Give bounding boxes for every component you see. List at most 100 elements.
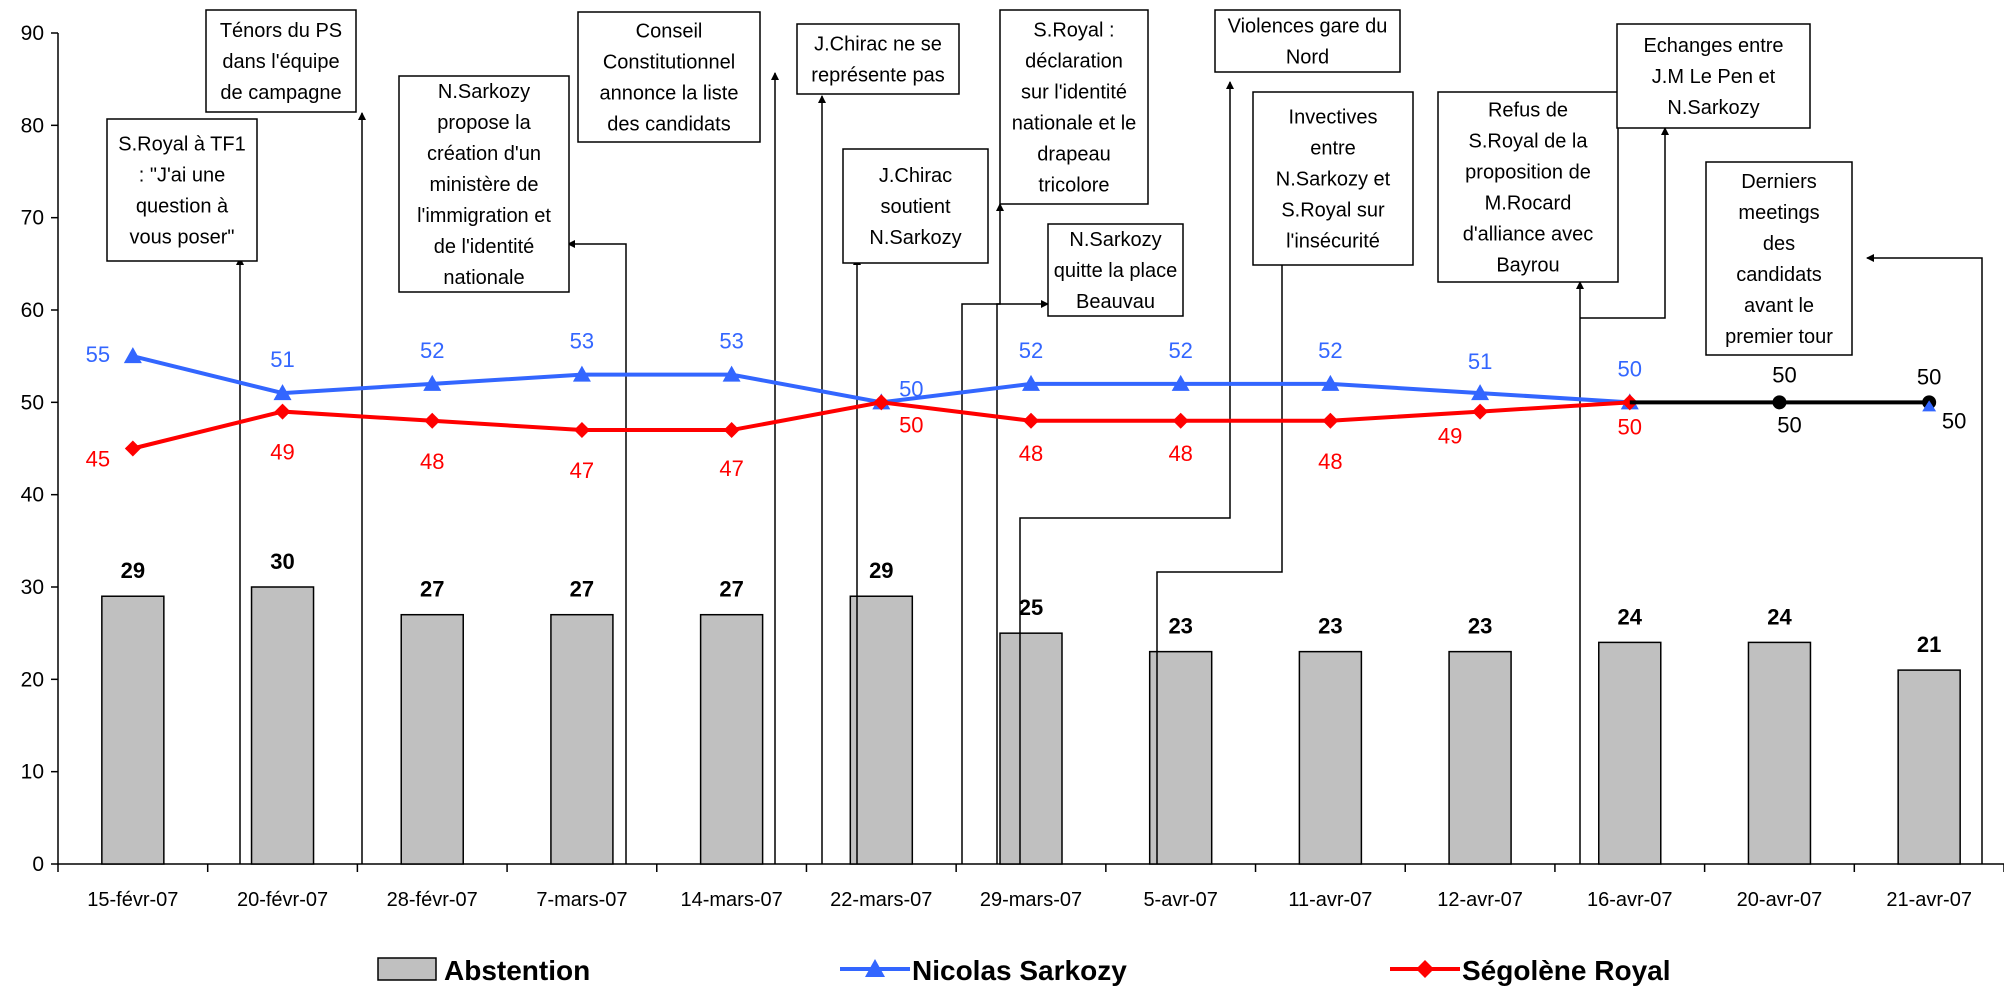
annotation-text: annonce la liste xyxy=(600,83,739,105)
annotation-text: premier tour xyxy=(1725,326,1833,348)
abstention-bar-label: 23 xyxy=(1468,614,1492,639)
annotation-text: l'immigration et xyxy=(417,205,551,227)
annotation-text: S.Royal : xyxy=(1033,20,1114,42)
annotation-arrow xyxy=(1580,127,1669,319)
royal-value-label: 48 xyxy=(1019,441,1043,466)
annotation-arrow xyxy=(996,300,1049,864)
annotation-text: : "J'ai une xyxy=(139,165,226,187)
annotation-text: candidats xyxy=(1736,264,1822,286)
annotation-text: proposition de xyxy=(1465,162,1591,184)
royal-value-label: 50 xyxy=(1618,414,1642,439)
x-tick-label: 20-févr-07 xyxy=(237,889,328,911)
legend-label: Ségolène Royal xyxy=(1462,955,1671,986)
sarkozy-value-label: 51 xyxy=(270,347,294,372)
sarkozy-point xyxy=(1471,384,1490,401)
y-tick-label: 90 xyxy=(21,22,44,45)
sarkozy-value-label: 50 xyxy=(899,376,923,401)
annotation-text: N.Sarkozy et xyxy=(1276,169,1391,191)
x-tick-label: 11-avr-07 xyxy=(1288,889,1372,911)
sarkozy-point xyxy=(722,365,741,382)
annotation-text: Bayrou xyxy=(1496,255,1559,277)
royal-value-label: 48 xyxy=(1318,449,1342,474)
legend-marker xyxy=(1416,960,1434,978)
sarkozy-value-label: 55 xyxy=(86,342,110,367)
sarkozy-value-label: 50 xyxy=(1917,364,1941,389)
annotation-text: création d'un xyxy=(427,143,541,165)
sarkozy-value-label: 53 xyxy=(719,329,743,354)
abstention-bar xyxy=(1897,669,1961,865)
abstention-bar-label: 24 xyxy=(1767,604,1792,629)
royal-point xyxy=(1322,412,1339,429)
sarkozy-point xyxy=(423,374,442,391)
annotation-text: quitte la place xyxy=(1054,260,1177,282)
y-tick-label: 20 xyxy=(21,668,44,691)
annotation-text: S.Royal à TF1 xyxy=(118,134,245,156)
annotation-text: nationale xyxy=(443,267,524,289)
annotation-text: Nord xyxy=(1286,47,1329,69)
annotation-text: Beauvau xyxy=(1076,291,1155,313)
royal-point xyxy=(723,422,740,439)
annotation-text: J.M Le Pen et xyxy=(1652,66,1776,88)
annotation-text: d'alliance avec xyxy=(1463,224,1594,246)
sarkozy-value-label: 53 xyxy=(570,329,594,354)
x-tick-label: 28-févr-07 xyxy=(387,889,478,911)
annotation-text: N.Sarkozy xyxy=(438,81,530,103)
abstention-bar xyxy=(1298,650,1363,865)
royal-value-label: 50 xyxy=(1777,412,1801,437)
annotation-arrow xyxy=(1019,81,1234,864)
annotation-text: Violences gare du xyxy=(1228,16,1388,38)
royal-point xyxy=(1472,403,1489,420)
sarkozy-value-label: 52 xyxy=(1168,338,1192,363)
x-tick-label: 29-mars-07 xyxy=(980,889,1082,911)
annotation-text: Ténors du PS xyxy=(220,20,342,42)
abstention-bar-label: 21 xyxy=(1917,632,1941,657)
annotation-text: représente pas xyxy=(811,65,944,87)
annotation-text: des xyxy=(1763,233,1795,255)
royal-point xyxy=(573,422,590,439)
annotation-arrow xyxy=(961,203,1004,864)
y-tick-label: 10 xyxy=(21,761,44,784)
y-tick-label: 30 xyxy=(21,576,44,599)
x-tick-label: 7-mars-07 xyxy=(536,889,627,911)
annotation-text: propose la xyxy=(437,112,531,134)
annotation-text: Echanges entre xyxy=(1643,35,1783,57)
annotation-box xyxy=(1252,91,1414,266)
abstention-bar-label: 29 xyxy=(121,558,145,583)
x-tick-label: 15-févr-07 xyxy=(87,889,178,911)
annotation-box xyxy=(398,75,570,293)
x-tick-label: 21-avr-07 xyxy=(1886,889,1972,911)
annotation-text: J.Chirac xyxy=(879,165,952,187)
abstention-bar xyxy=(250,586,315,865)
abstention-bar xyxy=(849,595,914,865)
annotation-text: tricolore xyxy=(1038,175,1109,197)
sarkozy-value-label: 51 xyxy=(1468,349,1492,374)
abstention-bar xyxy=(101,595,165,865)
abstention-bar xyxy=(1598,641,1662,865)
annotation-text: M.Rocard xyxy=(1485,193,1572,215)
sarkozy-point xyxy=(572,365,591,382)
annotation-box xyxy=(577,11,761,143)
annotation-text: soutient xyxy=(880,196,950,218)
annotation-text: ministère de xyxy=(430,174,539,196)
abstention-bars: 29 30 27 27 27 29 25 23 23 23 24 24 21 xyxy=(101,549,1961,865)
annotation-box xyxy=(1047,223,1184,317)
annotation-text: l'insécurité xyxy=(1286,231,1380,253)
royal-value-label: 49 xyxy=(270,440,294,465)
sarkozy-value-label: 50 xyxy=(1772,362,1796,387)
x-tick-label: 22-mars-07 xyxy=(830,889,932,911)
y-tick-label: 50 xyxy=(21,391,44,414)
annotation-text: meetings xyxy=(1738,202,1819,224)
royal-point xyxy=(1172,412,1189,429)
royal-value-label: 50 xyxy=(899,412,923,437)
abstention-bar-label: 27 xyxy=(420,577,444,602)
abstention-bar xyxy=(1448,650,1512,865)
annotation-text: de campagne xyxy=(220,82,341,104)
royal-point xyxy=(124,440,141,457)
royal-value-label: 45 xyxy=(86,447,110,472)
y-tick-label: 40 xyxy=(21,484,44,507)
annotation-text: S.Royal sur xyxy=(1281,200,1385,222)
royal-point xyxy=(873,394,890,411)
annotation-text: N.Sarkozy xyxy=(1667,97,1759,119)
legend-label: Abstention xyxy=(444,955,590,986)
